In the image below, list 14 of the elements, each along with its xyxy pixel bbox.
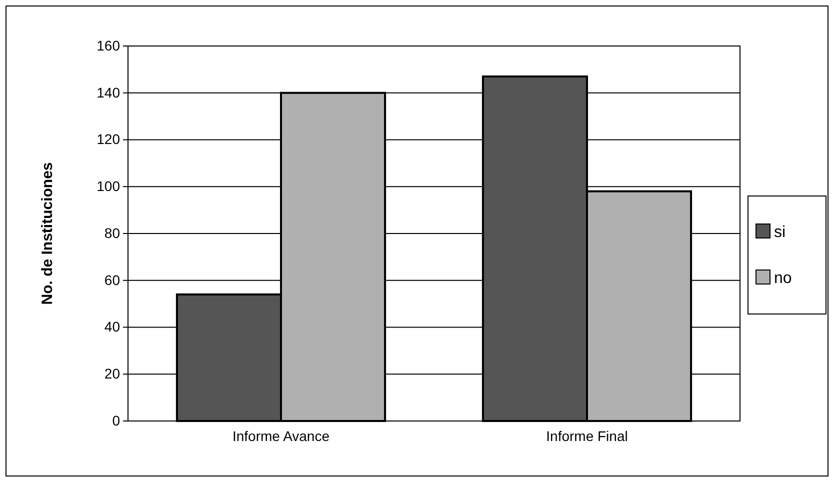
y-tick-label: 0 (112, 412, 120, 428)
legend-label: si (774, 224, 786, 241)
x-tick-label: Informe Final (546, 428, 628, 444)
y-tick-label: 60 (104, 272, 120, 288)
y-tick-label: 80 (104, 224, 120, 241)
x-tick-label: Informe Avance (232, 428, 330, 444)
y-tick-label: 120 (96, 131, 120, 148)
y-tick-label: 40 (104, 318, 120, 335)
y-tick-label: 20 (104, 366, 120, 382)
y-tick-label: 140 (96, 84, 120, 100)
y-tick-label: 100 (96, 178, 120, 194)
y-axis-title: No. de Instituciones (39, 162, 56, 305)
legend-label: no (774, 270, 792, 287)
y-tick-label: 160 (96, 37, 120, 54)
